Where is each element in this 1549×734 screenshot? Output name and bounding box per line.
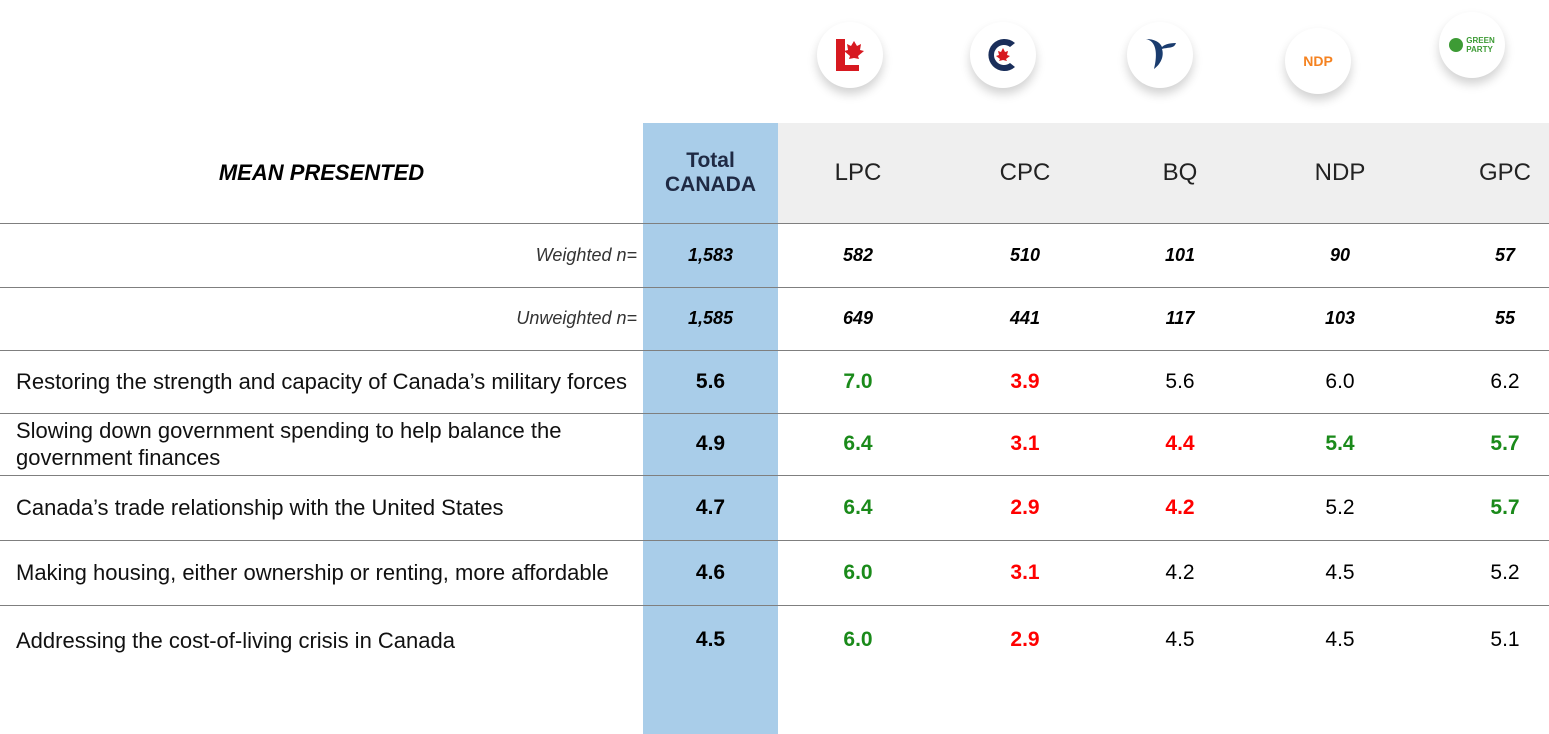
party-header: GPC	[1478, 159, 1531, 186]
n-value: 101	[1164, 244, 1196, 265]
party-header: CPC	[999, 159, 1051, 186]
value-cell: 4.7	[695, 495, 726, 519]
n-label: Unweighted n=	[516, 308, 637, 328]
value-cell: 5.2	[1325, 495, 1355, 519]
value-cell: 4.5	[1325, 560, 1355, 584]
value-cell: 4.4	[1165, 432, 1195, 455]
ndp-logo: NDP	[1285, 28, 1351, 94]
total-header: Total CANADA	[643, 123, 778, 223]
party-header-bg	[778, 123, 1549, 223]
n-value: 1,583	[687, 244, 734, 265]
rule	[0, 540, 1549, 541]
lpc-icon	[836, 39, 864, 71]
green-word: GREEN	[1466, 36, 1495, 45]
value-cell: 6.2	[1490, 369, 1520, 393]
bq-icon	[1146, 39, 1176, 69]
value-cell: 5.6	[695, 369, 726, 393]
bq-logo	[1127, 22, 1193, 88]
table-title: MEAN PRESENTED	[218, 160, 425, 185]
rule	[0, 223, 1549, 224]
value-cell: 4.5	[1325, 628, 1355, 651]
n-value: 510	[1009, 244, 1041, 265]
green-logo-text: GREEN PARTY	[1466, 36, 1494, 54]
rule	[0, 413, 1549, 414]
value-cell: 6.4	[843, 432, 873, 455]
row-label: Restoring the strength and capacity of C…	[16, 369, 628, 394]
value-cell: 3.1	[1010, 560, 1040, 584]
value-cell: 6.0	[843, 560, 873, 584]
value-cell: 6.0	[1325, 369, 1355, 393]
value-cell: 5.2	[1490, 560, 1520, 584]
value-cell: 5.7	[1490, 432, 1520, 455]
total-header-line: Total	[686, 149, 735, 172]
n-value: 441	[1009, 308, 1041, 328]
value-cell: 2.9	[1010, 495, 1040, 519]
n-value: 582	[842, 244, 874, 265]
row-label: Addressing the cost-of-living crisis in …	[16, 627, 455, 653]
value-cell: 4.2	[1165, 495, 1195, 519]
n-value: 103	[1324, 308, 1356, 328]
cpc-icon	[988, 39, 1015, 71]
party-header: LPC	[834, 159, 882, 186]
value-cell: 5.4	[1325, 432, 1355, 455]
value-cell: 4.5	[695, 628, 726, 651]
n-value: 57	[1494, 244, 1516, 265]
value-cell: 6.4	[843, 495, 873, 519]
value-cell: 4.9	[695, 432, 726, 455]
n-label: Weighted n=	[535, 244, 637, 265]
party-header: BQ	[1162, 159, 1198, 186]
ndp-logo-text: NDP	[1303, 53, 1333, 69]
rule	[0, 605, 1549, 606]
n-value: 117	[1165, 308, 1195, 328]
lpc-logo	[817, 22, 883, 88]
n-value: 1,585	[687, 308, 734, 328]
party-header: NDP	[1314, 159, 1366, 186]
row-label: Canada’s trade relationship with the Uni…	[16, 495, 504, 520]
value-cell: 6.0	[843, 628, 873, 651]
n-value: 55	[1494, 308, 1516, 328]
value-cell: 4.6	[695, 560, 726, 584]
rule	[0, 475, 1549, 476]
party-word: PARTY	[1466, 45, 1493, 54]
n-value: 649	[842, 308, 874, 328]
green-dot	[1449, 38, 1464, 52]
cpc-logo	[970, 22, 1036, 88]
n-value: 90	[1329, 244, 1351, 265]
value-cell: 3.1	[1010, 432, 1040, 455]
row-label: Making housing, either ownership or rent…	[16, 560, 609, 585]
value-cell: 5.6	[1165, 369, 1195, 393]
value-cell: 3.9	[1010, 369, 1040, 393]
value-cell: 5.1	[1490, 628, 1520, 651]
value-cell: 4.5	[1165, 628, 1195, 651]
rule	[0, 350, 1549, 351]
rule	[0, 287, 1549, 288]
green-logo: GREEN PARTY	[1439, 12, 1505, 78]
value-cell: 2.9	[1010, 628, 1040, 651]
total-header-line: CANADA	[665, 173, 756, 196]
value-cell: 4.2	[1165, 560, 1195, 584]
total-column-bg	[643, 123, 778, 734]
value-cell: 7.0	[843, 369, 873, 393]
row-label: Slowing down government spending to help…	[16, 418, 562, 470]
value-cell: 5.7	[1490, 495, 1520, 519]
